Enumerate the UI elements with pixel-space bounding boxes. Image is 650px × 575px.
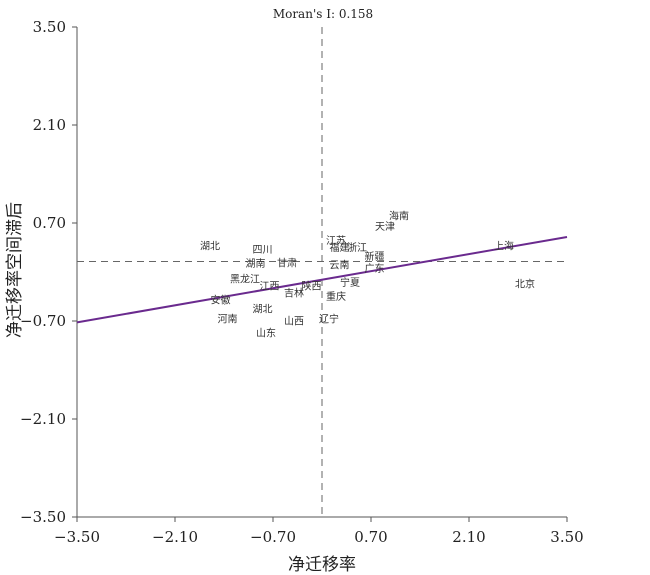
regression-line [76,236,568,324]
x-tick-label: −2.10 [152,528,198,546]
x-tick-label: −0.70 [250,528,296,546]
data-point-label: 甘肃 [277,256,297,269]
data-point-label: 陕西 [302,280,322,293]
y-tick-label: −3.50 [20,508,66,526]
y-tick-label: −0.70 [20,312,66,330]
data-point-label: 黑龙江 [230,273,260,286]
x-tick-label: 3.50 [550,528,583,546]
y-tick-label: −2.10 [20,410,66,428]
data-point-label: 吉林 [284,287,304,300]
data-point-label: 天津 [375,221,395,233]
data-point-label: 上海 [494,240,514,253]
x-tick-label: 0.70 [354,528,387,546]
data-point-label: 重庆 [326,290,346,303]
x-axis-title: 净迁移率 [288,555,356,575]
data-point-label: 河南 [218,312,238,325]
x-tick-label: −3.50 [54,528,100,546]
data-point-label: 安徽 [211,294,231,307]
data-point-label: 湖北 [200,241,220,253]
chart-title: Moran's I: 0.158 [273,7,373,21]
data-point-label: 浙江 [347,242,367,254]
y-tick-label: 2.10 [33,116,66,134]
y-tick-label: 0.70 [33,214,66,232]
data-point-label: 江苏 [326,234,346,247]
data-point-label: 山东 [256,326,276,339]
data-point-label: 新疆 [365,250,385,263]
data-point-label: 湖南 [246,257,266,270]
data-point-label: 四川 [253,245,273,256]
data-point-label: 海南 [389,210,409,223]
data-point-label: 云南 [330,259,350,272]
data-point-label: 辽宁 [319,312,339,325]
data-point-label: 福建 [330,241,350,254]
data-point-label: 江西 [260,281,280,293]
data-point-label: 山西 [284,316,304,328]
data-point-label: 宁夏 [340,276,360,289]
data-point-label: 北京 [515,277,535,290]
data-point-label: 广东 [365,262,385,275]
data-point-label: 湖北 [253,304,273,316]
y-tick-label: 3.50 [33,18,66,36]
y-axis-title: 净迁移率空间滞后 [5,202,25,338]
x-tick-label: 2.10 [452,528,485,546]
